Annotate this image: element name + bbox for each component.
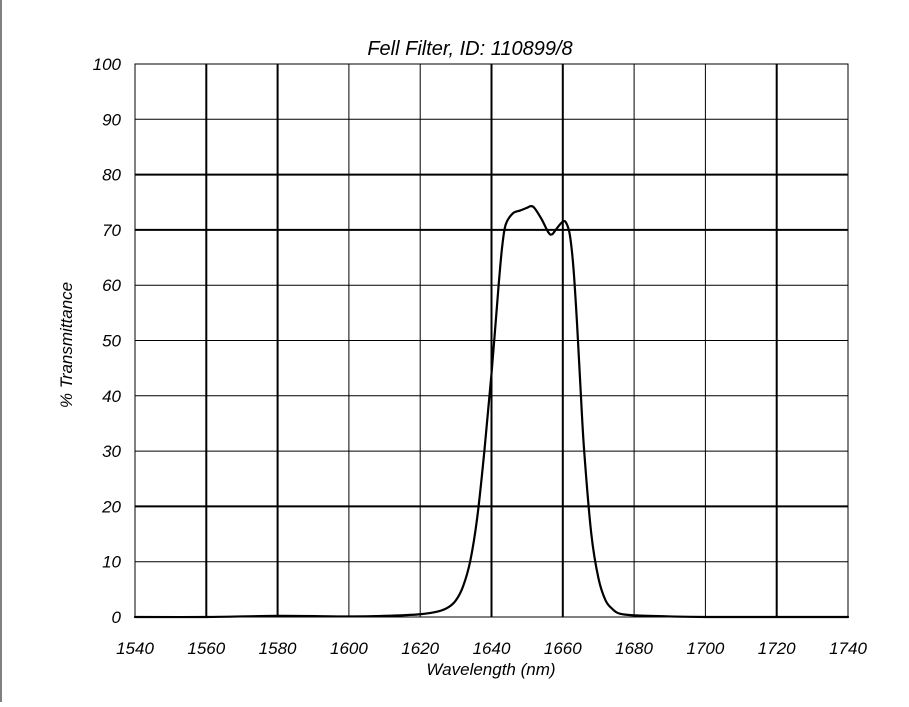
y-tick-label-0: 0 <box>112 608 122 627</box>
x-axis-title: Wavelength (nm) <box>426 660 555 679</box>
plot-frame <box>134 63 849 618</box>
grid-layer <box>135 64 848 617</box>
x-tick-label-1580: 1580 <box>259 639 297 658</box>
y-tick-label-30: 30 <box>102 442 121 461</box>
y-axis-title: % Transmittance <box>57 282 76 408</box>
x-tick-label-1620: 1620 <box>401 639 439 658</box>
x-tick-label-1720: 1720 <box>758 639 796 658</box>
x-tick-label-1600: 1600 <box>330 639 368 658</box>
x-tick-label-1740: 1740 <box>829 639 867 658</box>
y-tick-label-100: 100 <box>93 55 122 74</box>
y-tick-label-10: 10 <box>102 553 121 572</box>
x-tick-label-1540: 1540 <box>116 639 154 658</box>
y-tick-label-20: 20 <box>101 497 121 516</box>
x-tick-label-1560: 1560 <box>187 639 225 658</box>
y-tick-label-90: 90 <box>102 110 121 129</box>
y-tick-label-50: 50 <box>102 332 121 351</box>
y-tick-label-70: 70 <box>102 221 121 240</box>
y-tick-label-40: 40 <box>102 387 121 406</box>
chart-title: Fell Filter, ID: 110899/8 <box>367 38 572 60</box>
x-tick-label-1660: 1660 <box>544 639 582 658</box>
x-tick-label-1680: 1680 <box>615 639 653 658</box>
y-tick-label-60: 60 <box>102 276 121 295</box>
x-tick-label-1700: 1700 <box>686 639 724 658</box>
transmittance-series-line-0 <box>133 204 850 619</box>
label-layer: 1540 1560 1580 1600 1620 1640 1660 1680 1700 1720… <box>93 55 868 658</box>
x-tick-label-1640: 1640 <box>473 639 511 658</box>
series-layer <box>133 204 850 619</box>
y-tick-label-80: 80 <box>102 166 121 185</box>
